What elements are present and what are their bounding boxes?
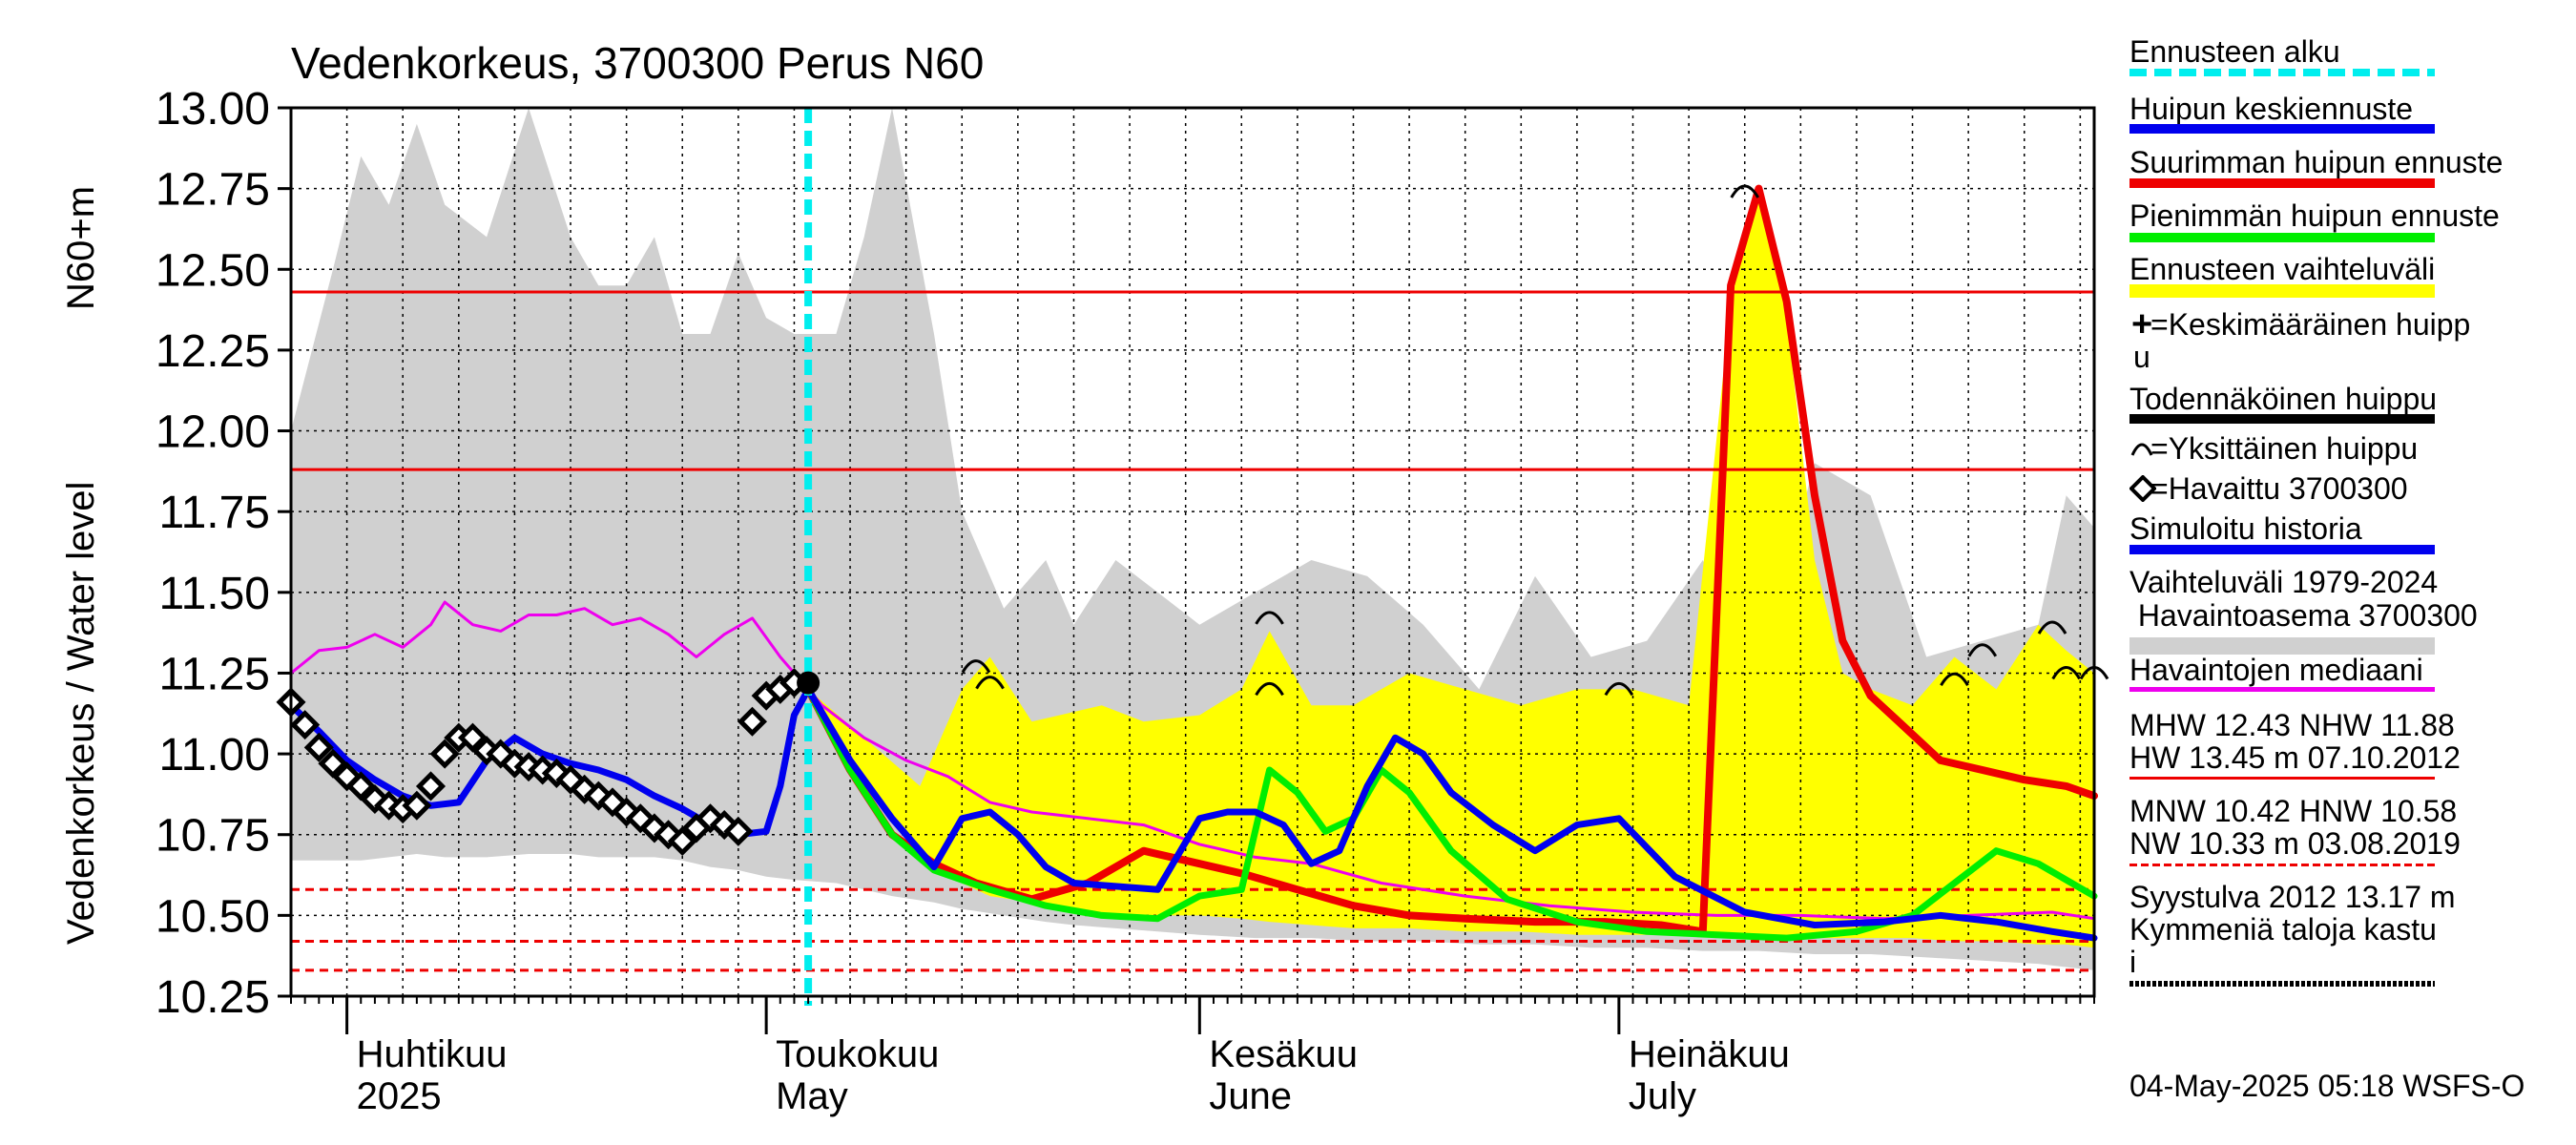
legend-houses-swatch: [2129, 981, 2435, 987]
legend-houses-wrap: i: [2129, 945, 2137, 979]
observed-point: [737, 706, 768, 737]
y-tick-label: 11.00: [158, 730, 270, 781]
x-month-sublabel: May: [776, 1075, 848, 1117]
observed-point: [318, 748, 348, 779]
series-huipun-keskiennuste: [804, 685, 2098, 942]
legend-houses: Kymmeniä taloja kastu: [2129, 912, 2437, 947]
diamond-icon: [2129, 475, 2156, 502]
legend-simulated: Simuloitu historia: [2129, 511, 2362, 546]
observed-point: [429, 739, 460, 769]
legend-min-peak-forecast-swatch: [2129, 233, 2435, 242]
observed-point: [597, 787, 628, 818]
y-tick-label: 10.25: [156, 972, 270, 1023]
legend-probable-peak-swatch: [2129, 414, 2435, 424]
legend-max-peak-forecast-swatch: [2129, 178, 2435, 188]
legend-mnw: MNW 10.42 HNW 10.58: [2129, 794, 2458, 828]
series-havaintojen-mediaani: [289, 600, 2096, 921]
marker-layer: [276, 184, 2109, 857]
y-tick-label: 11.50: [158, 569, 270, 619]
observed-point: [667, 825, 697, 857]
y-tick-label: 12.50: [156, 245, 270, 296]
single-peak-marker: [975, 676, 1005, 690]
legend-forecast-start-swatch: [2129, 69, 2435, 76]
legend-nw: NW 10.33 m 03.08.2019: [2129, 826, 2461, 861]
legend-mhw: MHW 12.43 NHW 11.88: [2129, 708, 2455, 742]
water-level-chart: 10.25 10.50 10.75 11.00 11.25 11.50 11.75 12.00…: [60, 38, 2109, 1117]
x-month-label: Heinäkuu: [1629, 1033, 1790, 1075]
legend-forecast-range-swatch: [2129, 284, 2435, 298]
legend-probable-peak: Todennäköinen huippu: [2129, 382, 2438, 416]
forecast-series: [287, 108, 2098, 1006]
legend-mean-peak: =Keskimääräinen huipp: [2150, 307, 2471, 342]
legend-max-peak-forecast: Suurimman huipun ennuste: [2129, 145, 2503, 179]
observed-point: [332, 761, 363, 792]
legend: Ennusteen alku Huipun keskiennuste Suuri…: [2129, 0, 2576, 1145]
y-tick-label: 11.25: [158, 649, 270, 699]
y-tick-label: 12.00: [156, 407, 270, 458]
x-month-sublabel: July: [1629, 1075, 1696, 1117]
observed-point: [290, 710, 321, 740]
x-month-sublabel: 2025: [357, 1075, 442, 1117]
legend-single-peak: =Yksittäinen huippu: [2150, 431, 2419, 466]
single-peak-marker: [1967, 643, 1998, 657]
x-month-label: Toukokuu: [776, 1033, 939, 1075]
single-peak-marker: [961, 659, 991, 674]
observed-point: [345, 771, 376, 802]
single-peak-marker: [1604, 681, 1634, 697]
observed-point: [415, 771, 447, 802]
single-peak-marker: [1730, 184, 1760, 198]
axes-labels: 10.25 10.50 10.75 11.00 11.25 11.50 11.75 12.00…: [156, 84, 2095, 1117]
series-simuloitu-historia: [287, 685, 812, 839]
y-tick-label: 10.75: [156, 811, 270, 862]
legend-hw: HW 13.45 m 07.10.2012: [2129, 740, 2461, 775]
observed-point: [303, 732, 334, 762]
legend-min-peak-forecast: Pienimmän huipun ennuste: [2129, 198, 2500, 233]
x-month-sublabel: June: [1209, 1075, 1292, 1117]
legend-forecast-range: Ennusteen vaihteluväli: [2129, 252, 2436, 286]
y-axis-unit-label: N60+m: [60, 186, 102, 310]
x-month-label: Kesäkuu: [1209, 1033, 1358, 1075]
plot-border: [289, 106, 2096, 998]
reference-lines: [291, 290, 2094, 972]
legend-hw-swatch: [2129, 777, 2435, 780]
legend-median-swatch: [2129, 687, 2435, 692]
observed-point: [583, 781, 613, 811]
legend-mean-peak-wrap: u: [2133, 340, 2150, 374]
x-month-label: Huhtikuu: [357, 1033, 508, 1075]
single-peak-marker: [1255, 681, 1284, 697]
observed-point: [541, 758, 571, 788]
legend-observed: =Havaittu 3700300: [2150, 471, 2408, 506]
legend-mean-peak-forecast: Huipun keskiennuste: [2129, 92, 2414, 126]
single-peak-marker: [1255, 611, 1284, 625]
probable-peak-marker: [797, 671, 821, 695]
observed-point: [402, 790, 432, 821]
legend-flood-2012: Syystulva 2012 13.17 m: [2129, 880, 2456, 914]
legend-simulated-swatch: [2129, 545, 2435, 554]
legend-mean-peak-forecast-swatch: [2129, 124, 2435, 134]
y-tick-label: 12.25: [156, 326, 270, 377]
y-tick-label: 10.50: [156, 891, 270, 942]
chart-title: Vedenkorkeus, 3700300 Perus N60: [291, 38, 984, 88]
observed-point: [457, 722, 488, 753]
plot-frame: [289, 106, 2096, 998]
single-peak-marker: [2037, 620, 2067, 635]
y-tick-label: 13.00: [156, 84, 270, 135]
observed-point: [723, 816, 754, 846]
y-axis-label: Vedenkorkeus / Water level: [60, 482, 102, 945]
observed-point: [695, 803, 726, 834]
observed-point: [555, 764, 586, 795]
single-peak-marker: [2051, 665, 2081, 680]
legend-range-swatch: [2129, 637, 2435, 655]
y-tick-label: 12.75: [156, 165, 270, 216]
legend-range-station: Havaintoasema 3700300: [2129, 598, 2478, 633]
legend-median: Havaintojen mediaani: [2129, 653, 2423, 687]
legend-range: Vaihteluväli 1979-2024: [2129, 565, 2439, 599]
legend-forecast-start: Ennusteen alku: [2129, 34, 2340, 69]
peak-arc-icon: [2130, 443, 2153, 456]
legend-nw-swatch: [2129, 864, 2435, 866]
y-tick-label: 11.75: [158, 488, 270, 538]
timestamp: 04-May-2025 05:18 WSFS-O: [2129, 1069, 2525, 1103]
single-peak-marker: [1940, 672, 1969, 687]
plus-icon: +: [2131, 304, 2153, 344]
